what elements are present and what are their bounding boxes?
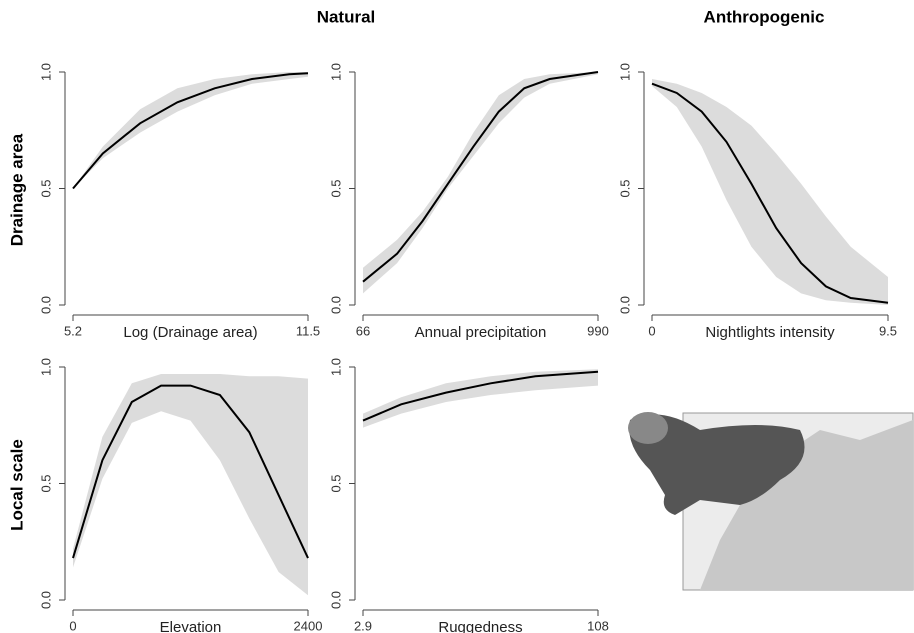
x-axis-label: Log (Drainage area) (123, 324, 257, 341)
x-axis-label: Ruggedness (438, 619, 522, 633)
x-axis-label: Elevation (160, 619, 222, 633)
x-tick-label: 2.9 (354, 618, 372, 633)
y-tick-label: 0.0 (328, 296, 343, 314)
y-tick-label: 0.5 (328, 474, 343, 492)
x-tick-label: 0 (648, 323, 655, 338)
x-tick-label: 990 (587, 323, 609, 338)
row-title: Local scale (7, 439, 26, 531)
otter-map-illustration (628, 412, 913, 590)
x-tick-label: 0 (69, 618, 76, 633)
y-tick-label: 0.5 (617, 179, 632, 197)
y-tick-label: 1.0 (328, 63, 343, 81)
x-tick-label: 108 (587, 618, 609, 633)
y-tick-label: 0.0 (617, 296, 632, 314)
y-tick-label: 0.5 (328, 179, 343, 197)
column-title: Natural (317, 7, 376, 26)
figure: Natural Anthropogenic Drainage area Loca… (0, 0, 914, 633)
y-tick-label: 1.0 (38, 63, 53, 81)
x-tick-label: 5.2 (64, 323, 82, 338)
x-tick-label: 66 (356, 323, 370, 338)
y-tick-label: 1.0 (328, 358, 343, 376)
y-tick-label: 0.0 (38, 591, 53, 609)
y-tick-label: 0.0 (328, 591, 343, 609)
y-tick-label: 0.5 (38, 179, 53, 197)
otter-head (628, 412, 668, 444)
confidence-band (73, 72, 308, 189)
confidence-band (363, 72, 598, 293)
y-tick-label: 0.0 (38, 296, 53, 314)
confidence-band (652, 79, 888, 305)
column-title: Anthropogenic (704, 7, 825, 26)
y-tick-label: 1.0 (38, 358, 53, 376)
x-tick-label: 9.5 (879, 323, 897, 338)
x-tick-label: 11.5 (296, 323, 320, 338)
y-tick-label: 1.0 (617, 63, 632, 81)
y-tick-label: 0.5 (38, 474, 53, 492)
row-title: Drainage area (7, 133, 26, 246)
x-tick-label: 2400 (294, 618, 323, 633)
x-axis-label: Nightlights intensity (705, 324, 835, 341)
x-axis-label: Annual precipitation (415, 324, 547, 341)
confidence-band (363, 369, 598, 427)
